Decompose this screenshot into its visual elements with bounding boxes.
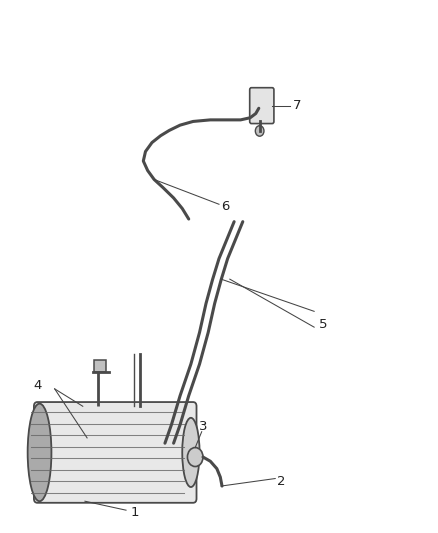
FancyBboxPatch shape: [34, 402, 197, 503]
Text: 4: 4: [33, 378, 42, 392]
Text: 1: 1: [131, 506, 139, 519]
Ellipse shape: [182, 418, 200, 487]
Circle shape: [255, 126, 264, 136]
Circle shape: [187, 448, 203, 466]
Text: 2: 2: [277, 475, 286, 488]
FancyBboxPatch shape: [250, 88, 274, 124]
Bar: [94, 360, 106, 372]
Text: 5: 5: [318, 318, 327, 331]
Text: 7: 7: [293, 99, 301, 112]
Ellipse shape: [28, 403, 51, 501]
Text: 3: 3: [199, 420, 207, 433]
Text: 6: 6: [221, 200, 230, 213]
